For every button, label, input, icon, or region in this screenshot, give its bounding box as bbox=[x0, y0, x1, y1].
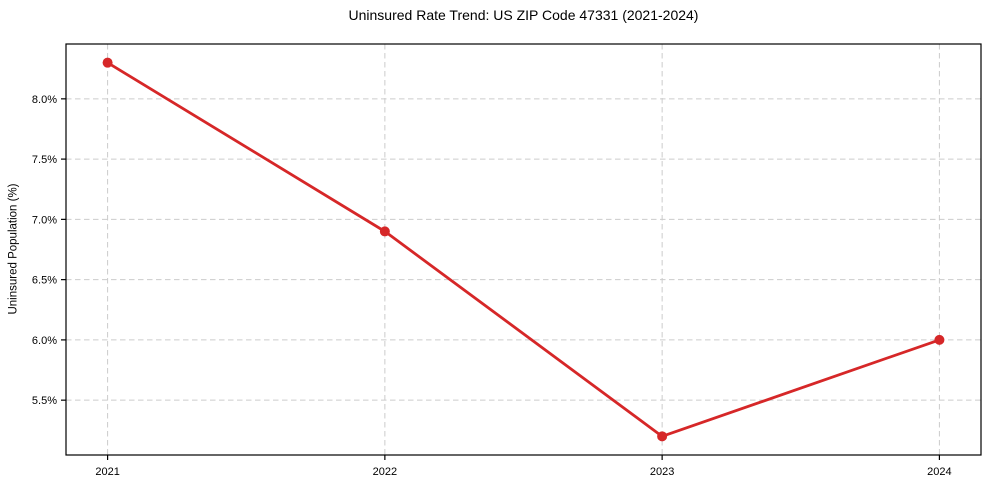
data-point-marker bbox=[102, 57, 113, 68]
data-point-marker bbox=[934, 334, 945, 345]
trend-line bbox=[106, 61, 941, 438]
y-tick-label: 6.5% bbox=[32, 275, 57, 287]
x-tick-label: 2023 bbox=[650, 466, 674, 478]
data-point-marker bbox=[657, 431, 668, 442]
y-tick-label: 8.0% bbox=[32, 94, 57, 106]
x-tick-label: 2022 bbox=[373, 466, 397, 478]
plot-background bbox=[66, 44, 981, 455]
chart-title: Uninsured Rate Trend: US ZIP Code 47331 … bbox=[348, 7, 699, 23]
y-tick-label: 7.5% bbox=[32, 154, 57, 166]
plot-border bbox=[65, 43, 982, 456]
y-tick-label: 6.0% bbox=[32, 335, 57, 347]
data-point-marker bbox=[379, 226, 390, 237]
x-tick-label: 2024 bbox=[927, 466, 951, 478]
x-tick-label: 2021 bbox=[95, 466, 119, 478]
y-tick-label: 5.5% bbox=[32, 395, 57, 407]
y-tick-label: 7.0% bbox=[32, 214, 57, 226]
